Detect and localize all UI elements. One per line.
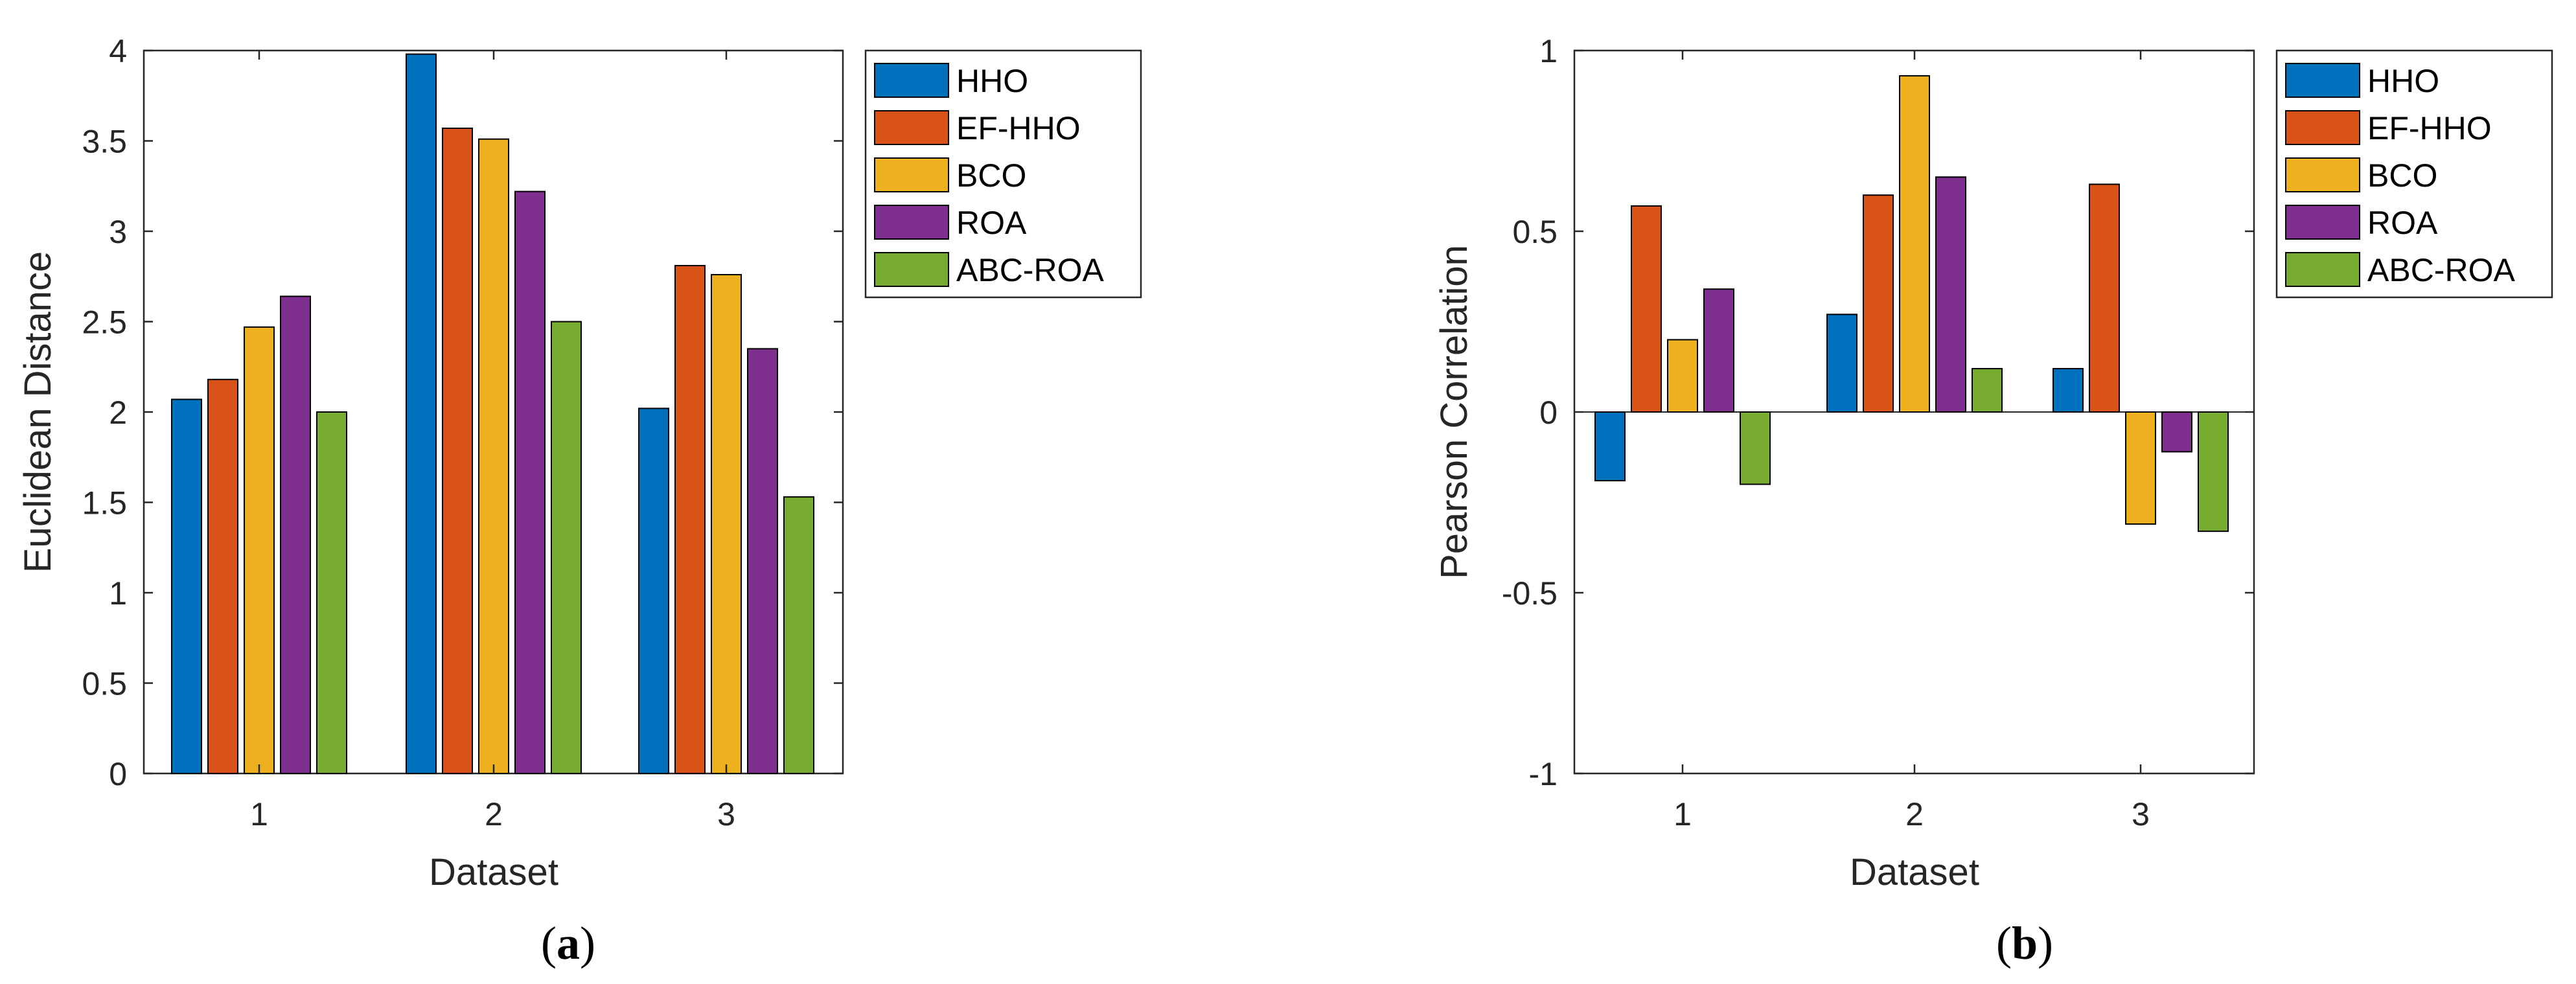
legend-label-roa: ROA (956, 205, 1027, 241)
legend-swatch-abc-roa (2285, 252, 2360, 287)
y-tick-label: -0.5 (1502, 575, 1558, 612)
y-tick-label: 2.5 (82, 304, 127, 341)
y-ticks: -1 -0.5 0 0.5 1 (1502, 33, 2254, 792)
bar-hho-dataset-1 (1594, 411, 1626, 482)
bar-hho-dataset-1 (171, 398, 202, 774)
legend-label-bco: BCO (2367, 157, 2437, 194)
x-ticks: 1 2 3 (1673, 51, 2150, 832)
x-ticks: 1 2 3 (250, 51, 735, 832)
bar-hho-dataset-2 (406, 53, 437, 775)
bar-roa-dataset-2 (514, 190, 546, 774)
bar-roa-dataset-1 (1703, 288, 1734, 413)
legend-label-roa: ROA (2367, 205, 2438, 241)
bar-abc-roa-dataset-3 (2198, 411, 2229, 532)
y-tick-label: 0.5 (82, 666, 127, 702)
x-tick-label: 1 (1673, 796, 1692, 832)
bar-hho-dataset-2 (1826, 314, 1857, 413)
y-tick-label: 1 (1539, 33, 1558, 69)
chart-panel-b: -1 -0.5 0 0.5 1 1 2 3 Dataset Pearson Correlat… (1433, 33, 2553, 969)
bar-bco-dataset-2 (1899, 75, 1930, 413)
legend-swatch-ef-hho (874, 110, 949, 145)
bar-abc-roa-dataset-1 (316, 411, 347, 774)
bar-abc-roa-dataset-2 (1972, 368, 2003, 413)
y-ticks: 0 0.5 1 1.5 2 2.5 3 3.5 4 (82, 33, 843, 792)
y-tick-label: 0 (1539, 395, 1558, 431)
legend-label-ef-hho: EF-HHO (2367, 110, 2492, 146)
legend-label-abc-roa: ABC-ROA (956, 252, 1104, 288)
legend-swatch-abc-roa (874, 252, 949, 287)
legend-label-hho: HHO (2367, 63, 2439, 99)
bar-bco-dataset-1 (244, 326, 275, 774)
caption-b: (b) (1996, 917, 2053, 969)
bar-hho-dataset-3 (2053, 368, 2084, 413)
legend-swatch-roa (874, 205, 949, 240)
bar-ef-hho-dataset-3 (674, 265, 706, 774)
bars (171, 53, 814, 775)
y-tick-label: -1 (1529, 756, 1558, 792)
y-tick-label: 0.5 (1512, 214, 1558, 250)
legend-swatch-ef-hho (2285, 110, 2360, 145)
y-tick-label: 2 (109, 395, 127, 431)
bar-ef-hho-dataset-2 (442, 127, 473, 775)
chart-panel-a: 0 0.5 1 1.5 2 2.5 3 3.5 4 1 2 3 Dataset Euclidean … (17, 33, 1142, 969)
bar-bco-dataset-3 (2125, 411, 2156, 525)
legend-label-abc-roa: ABC-ROA (2367, 252, 2515, 288)
legend-label-hho: HHO (956, 63, 1028, 99)
y-tick-label: 3.5 (82, 124, 127, 160)
bar-bco-dataset-3 (711, 273, 742, 774)
legend: HHO EF-HHO BCO ROA ABC-ROA (2275, 49, 2553, 299)
legend-label-bco: BCO (956, 157, 1026, 194)
bar-abc-roa-dataset-2 (551, 321, 582, 774)
y-axis-label: Euclidean Distance (17, 251, 59, 573)
bar-bco-dataset-2 (478, 138, 509, 774)
bar-abc-roa-dataset-1 (1740, 411, 1771, 485)
bar-bco-dataset-1 (1667, 339, 1698, 413)
legend: HHO EF-HHO BCO ROA ABC-ROA (864, 49, 1142, 299)
bars (1574, 75, 2254, 532)
legend-label-ef-hho: EF-HHO (956, 110, 1081, 146)
bar-abc-roa-dataset-3 (783, 496, 814, 774)
legend-swatch-bco (2285, 157, 2360, 192)
x-tick-label: 1 (250, 796, 268, 832)
x-tick-label: 2 (1905, 796, 1924, 832)
caption-a: (a) (541, 917, 595, 969)
bar-hho-dataset-3 (638, 407, 669, 774)
legend-swatch-roa (2285, 205, 2360, 240)
legend-swatch-bco (874, 157, 949, 192)
bar-ef-hho-dataset-2 (1863, 194, 1894, 413)
bar-ef-hho-dataset-1 (1631, 205, 1662, 413)
y-axis-label: Pearson Correlation (1433, 245, 1475, 579)
y-tick-label: 1 (109, 575, 127, 612)
y-tick-label: 0 (109, 756, 127, 792)
bar-roa-dataset-3 (2161, 411, 2192, 453)
x-tick-label: 3 (717, 796, 735, 832)
legend-swatch-hho (2285, 63, 2360, 98)
y-tick-label: 3 (109, 214, 127, 250)
bar-roa-dataset-3 (747, 348, 778, 774)
x-tick-label: 3 (2132, 796, 2150, 832)
y-tick-label: 1.5 (82, 485, 127, 521)
x-axis-label: Dataset (429, 851, 558, 893)
bar-ef-hho-dataset-3 (2089, 183, 2120, 413)
x-axis-label: Dataset (1850, 851, 1979, 893)
x-tick-label: 2 (485, 796, 503, 832)
bar-roa-dataset-1 (280, 295, 311, 774)
y-tick-label: 4 (109, 33, 127, 69)
bar-ef-hho-dataset-1 (207, 378, 238, 774)
bar-roa-dataset-2 (1935, 176, 1966, 413)
legend-swatch-hho (874, 63, 949, 98)
